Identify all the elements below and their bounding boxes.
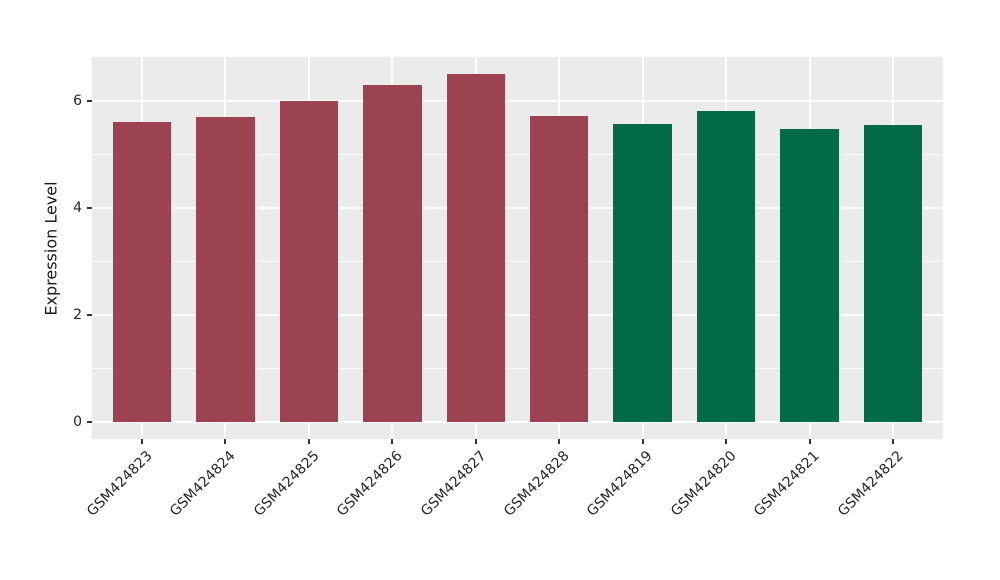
bar-GSM424826: [363, 85, 422, 422]
bar-GSM424824: [196, 117, 255, 422]
x-tick-label-text: GSM424824: [167, 448, 239, 520]
bar-GSM424827: [446, 74, 505, 422]
y-tick-label-6: 6: [73, 93, 82, 110]
gridline-major-y-6: [92, 100, 943, 103]
x-tick-label-text: GSM424819: [584, 448, 656, 520]
x-tick-label-text: GSM424825: [250, 448, 323, 520]
y-tick-mark-6: [87, 100, 92, 103]
y-tick-label-0: 0: [73, 413, 82, 430]
bar-GSM424822: [863, 125, 923, 422]
y-tick-mark-4: [87, 206, 92, 209]
plot-panel: [92, 57, 943, 439]
x-tick-label-text: GSM424820: [667, 448, 740, 520]
x-tick-label-text: GSM424828: [500, 448, 573, 520]
gridline-major-y-0: [92, 420, 943, 423]
gridline-minor-y-3: [92, 260, 943, 262]
gridline-minor-y-5: [92, 154, 943, 155]
y-axis-title: Expression Level: [34, 57, 68, 439]
x-tick-mark-GSM424820: [725, 439, 728, 444]
bar-GSM424821: [780, 129, 839, 422]
x-tick-mark-GSM424821: [808, 439, 811, 444]
x-tick-label-text: GSM424827: [417, 448, 490, 520]
x-tick-mark-GSM424824: [224, 439, 227, 444]
gridline-minor-y-1: [92, 367, 943, 369]
y-tick-label-4: 4: [73, 199, 82, 216]
bar-GSM424820: [696, 110, 756, 422]
x-tick-mark-GSM424822: [891, 439, 894, 444]
x-tick-label-text: GSM424823: [83, 448, 156, 520]
y-tick-label-2: 2: [73, 306, 82, 323]
y-tick-mark-2: [87, 313, 92, 316]
bar-GSM424825: [279, 101, 339, 422]
x-tick-mark-GSM424826: [391, 439, 394, 444]
x-tick-mark-GSM424823: [141, 439, 144, 444]
bar-GSM424828: [530, 116, 589, 422]
x-tick-mark-GSM424827: [474, 439, 477, 444]
x-tick-label-text: GSM424821: [751, 448, 823, 520]
x-tick-label-text: GSM424822: [834, 448, 907, 520]
x-tick-mark-GSM424825: [307, 439, 310, 444]
x-tick-mark-GSM424828: [558, 439, 561, 444]
gridline-major-y-4: [92, 206, 943, 209]
x-tick-label-text: GSM424826: [334, 448, 406, 520]
bar-GSM424823: [112, 122, 172, 422]
gridline-major-y-2: [92, 313, 943, 316]
y-tick-mark-0: [87, 420, 92, 423]
bar-GSM424819: [613, 123, 672, 422]
x-tick-mark-GSM424819: [641, 439, 644, 444]
